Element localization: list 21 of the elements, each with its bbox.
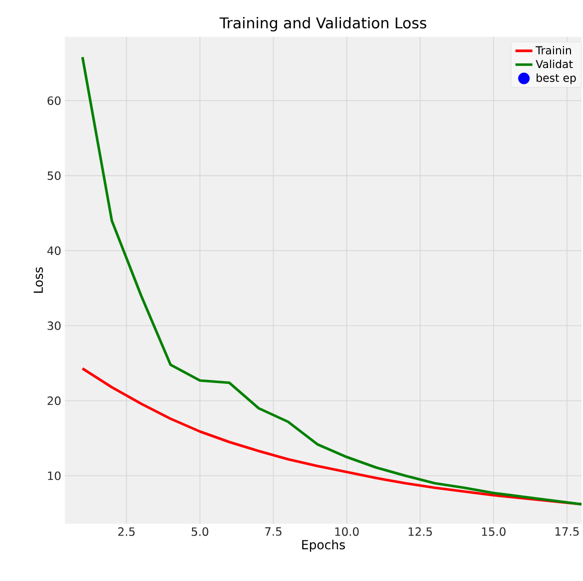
y-tick-label: 60 [48, 96, 61, 106]
legend-label: best ep [536, 74, 576, 84]
x-tick-label: 15.0 [482, 527, 506, 536]
x-tick-label: 2.5 [118, 527, 135, 536]
chart-title: Training and Validation Loss [219, 17, 426, 32]
y-tick-label: 40 [47, 246, 61, 256]
legend-label: Validat [536, 60, 573, 68]
y-axis-title: Loss [34, 267, 43, 293]
x-tick-label: 17.5 [556, 527, 579, 536]
x-tick-label: 10.0 [335, 527, 359, 536]
legend-label: Trainin [536, 46, 571, 55]
x-axis-title: Epochs [302, 540, 345, 552]
line-series [81, 367, 582, 506]
x-tick-label: 7.5 [265, 527, 282, 536]
y-tick-label: 50 [48, 172, 61, 180]
x-tick-label: 5.0 [192, 527, 208, 536]
y-tick-label: 30 [48, 322, 61, 330]
y-tick-label: 20 [48, 396, 61, 406]
y-tick-label: 10 [48, 472, 61, 480]
line-series [81, 56, 582, 506]
x-tick-label: 12.5 [408, 527, 432, 536]
